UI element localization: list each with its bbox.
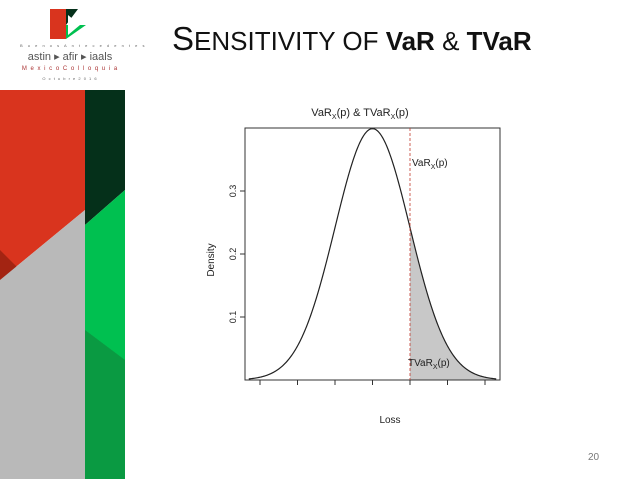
chart-title: VaRX(p) & TVaRX(p): [311, 107, 408, 121]
y-tick-label-0: 0.1: [228, 311, 238, 324]
plot-area: 0.1 0.2 0.3 VaRX(p) TVaRX(p): [228, 127, 501, 385]
gray-block: [0, 210, 85, 479]
x-axis-label: Loss: [379, 415, 400, 426]
colloquia-logo: B u e n o s A n t e c e d e n t e s asti…: [20, 5, 147, 91]
title-first-letter: S: [172, 20, 195, 57]
dark-green-stripe: [85, 90, 125, 225]
title-tvar: TVaR: [466, 26, 532, 56]
logo-mark-icon: [50, 9, 86, 39]
density-curve: [248, 128, 497, 380]
var-label: VaRX(p): [412, 158, 448, 171]
tvar-label: TVaRX(p): [408, 358, 450, 371]
y-axis-label: Density: [206, 243, 217, 276]
red-stripe: [0, 90, 85, 280]
var-tvar-density-chart: VaRX(p) & TVaRX(p) 0.1 0.2 0.3 VaRX(p) TVaRX…: [206, 107, 501, 426]
y-tick-label-2: 0.3: [228, 185, 238, 198]
decorative-side-panel: [0, 90, 125, 479]
mid-green-block: [85, 330, 125, 479]
logo-event: M e x i c o C o l l o q u i a: [21, 66, 119, 72]
logo-wordmark: astin ▸ afir ▸ iaals: [27, 51, 113, 63]
plot-frame: [244, 127, 501, 381]
slide-title: SENSITIVITY OF VaR & TVaR: [172, 20, 532, 58]
tvar-shaded-region: [410, 227, 497, 380]
logo-tagline: B u e n o s A n t e c e d e n t e s: [20, 43, 147, 48]
title-amp: &: [434, 26, 467, 56]
title-var: VaR: [385, 26, 435, 56]
logo-date: O c t u b r e 2 0 1 6: [42, 76, 98, 81]
y-tick-label-1: 0.2: [228, 248, 238, 261]
title-rest: ENSITIVITY OF: [194, 26, 386, 56]
page-number: 20: [588, 452, 600, 463]
